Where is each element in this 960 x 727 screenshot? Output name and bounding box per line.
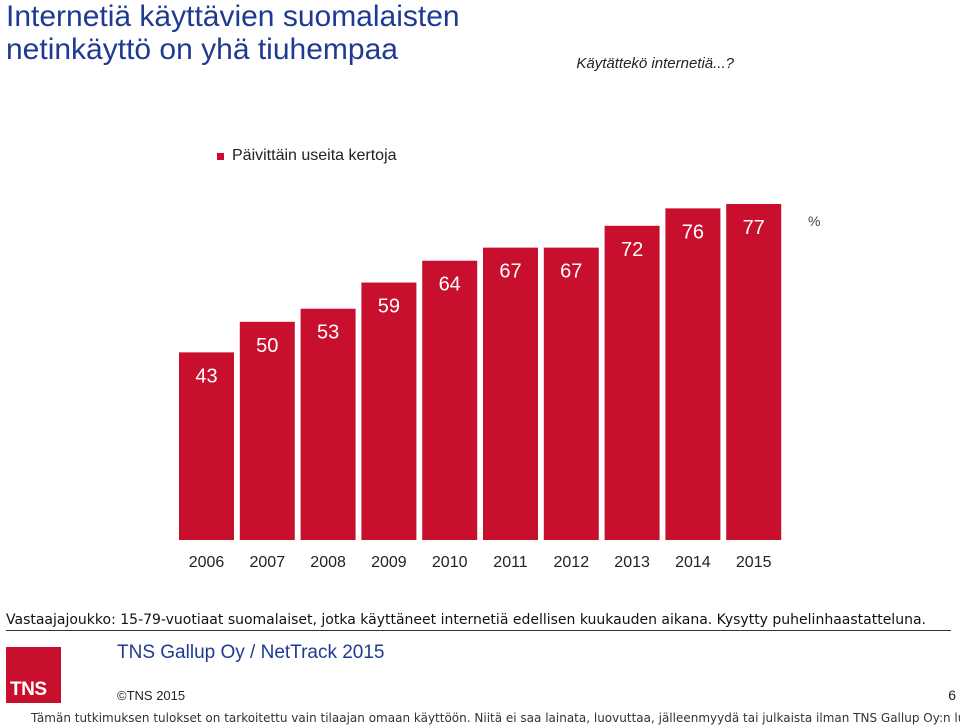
unit-label: % [808,213,820,229]
bar-2007 [239,321,295,540]
tns-logo: TNS [6,647,61,703]
x-tick-2011: 2011 [493,554,528,571]
bar-2015 [726,204,782,540]
data-label-2012: 67 [560,261,582,283]
disclaimer: Tämän tutkimuksen tulokset on tarkoitett… [31,711,960,725]
data-label-2007: 50 [256,335,278,357]
data-label-2006: 43 [195,365,217,387]
question-text: Käytättekö internetiä...? [576,55,734,72]
x-tick-2006: 2006 [189,554,225,571]
data-label-2015: 77 [743,217,765,239]
bar-2010 [422,260,478,540]
data-label-2010: 64 [439,274,461,296]
data-label-2011: 67 [499,261,521,283]
bar-2006 [179,352,234,540]
x-tick-2008: 2008 [310,554,346,571]
x-tick-2014: 2014 [675,554,711,571]
bar-2011 [483,247,538,541]
x-tick-2009: 2009 [371,554,407,571]
x-tick-2012: 2012 [554,554,590,571]
page-title: Internetiä käyttävien suomalaisten netin… [6,0,460,66]
bar-2012 [543,247,599,541]
bar-2009 [361,282,417,540]
x-tick-2013: 2013 [614,554,650,571]
data-label-2008: 53 [317,322,339,344]
sample-description: Vastaajajoukko: 15-79-vuotiaat suomalais… [6,612,951,631]
copyright: ©TNS 2015 [117,688,186,703]
bar-2013 [604,225,660,540]
x-tick-2010: 2010 [432,554,468,571]
bar-2014 [665,208,721,540]
x-tick-2015: 2015 [736,554,772,571]
bar-chart: 43 2006 50 2007 53 2008 59 2009 64 2010 67 2011 67 20… [179,204,820,571]
data-label-2013: 72 [621,239,643,261]
x-tick-2007: 2007 [250,554,286,571]
legend-label: Päivittäin useita kertoja [232,147,397,164]
bar-2008 [300,308,356,540]
chart-legend: Päivittäin useita kertoja [217,147,397,165]
data-label-2009: 59 [378,296,400,318]
logo-text: TNS [10,679,47,700]
legend-swatch [217,152,224,160]
page-number: 6 [948,687,956,703]
data-label-2014: 76 [682,221,704,243]
company-name: TNS Gallup Oy / NetTrack 2015 [117,642,385,663]
